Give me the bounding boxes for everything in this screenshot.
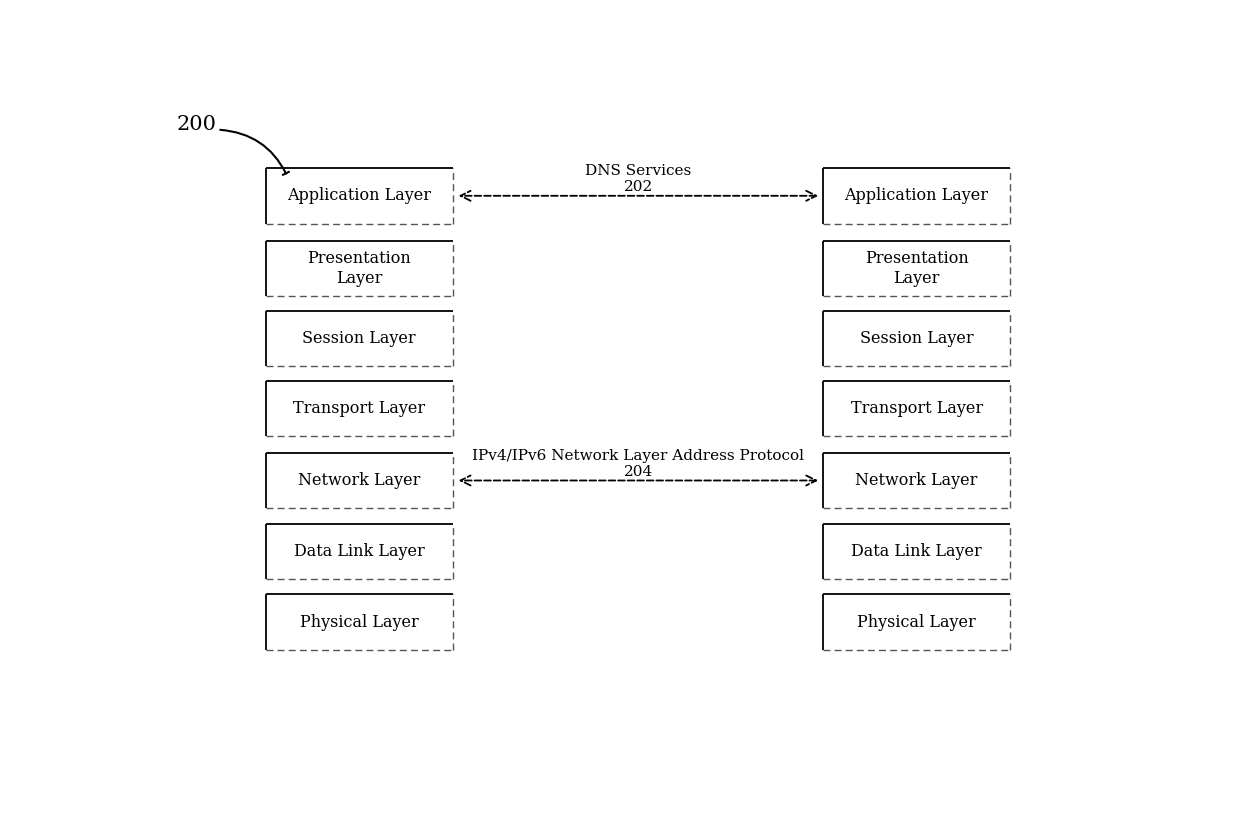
Text: Network Layer: Network Layer [856, 472, 978, 489]
Text: Physical Layer: Physical Layer [300, 614, 419, 631]
Text: 200: 200 [176, 115, 216, 134]
Text: Physical Layer: Physical Layer [857, 614, 976, 631]
Text: Application Layer: Application Layer [288, 187, 432, 204]
Text: IPv4/IPv6 Network Layer Address Protocol: IPv4/IPv6 Network Layer Address Protocol [472, 449, 805, 463]
Text: 204: 204 [624, 465, 653, 479]
Text: DNS Services: DNS Services [585, 164, 692, 178]
Text: 202: 202 [624, 180, 653, 194]
Text: Presentation
Layer: Presentation Layer [308, 250, 412, 286]
Text: Session Layer: Session Layer [859, 330, 973, 348]
Text: Session Layer: Session Layer [303, 330, 417, 348]
Text: Data Link Layer: Data Link Layer [294, 543, 424, 560]
Text: Application Layer: Application Layer [844, 187, 988, 204]
Text: Transport Layer: Transport Layer [293, 400, 425, 417]
Text: Data Link Layer: Data Link Layer [851, 543, 982, 560]
Text: Network Layer: Network Layer [298, 472, 420, 489]
Text: Transport Layer: Transport Layer [851, 400, 982, 417]
Text: Presentation
Layer: Presentation Layer [864, 250, 968, 286]
